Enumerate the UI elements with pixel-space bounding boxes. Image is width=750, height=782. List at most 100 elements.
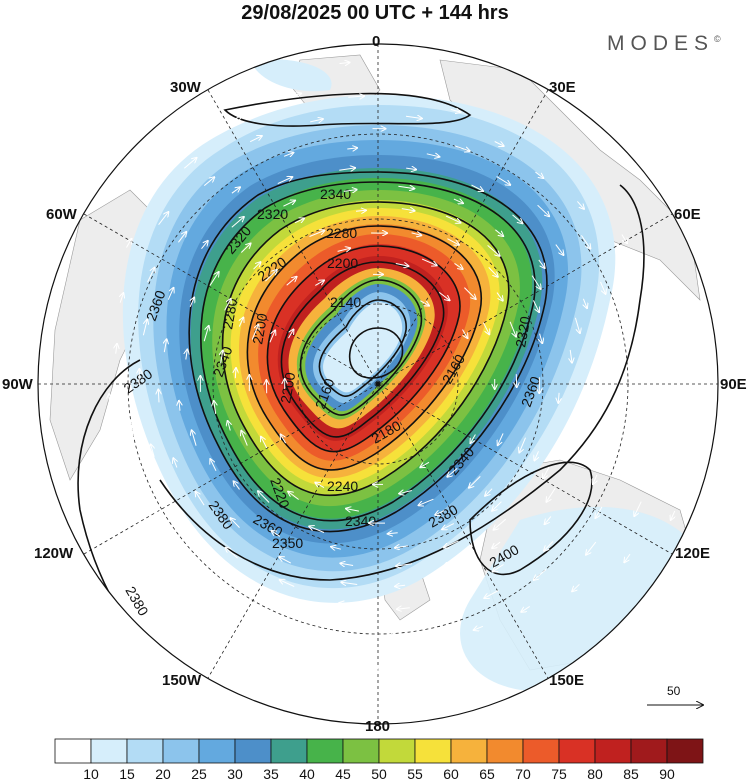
- wind-vector: [532, 300, 539, 312]
- wind-vector: [337, 248, 351, 251]
- lon-label-30w: 30W: [170, 79, 201, 96]
- wind-vector: [309, 526, 325, 533]
- wind-vector: [543, 466, 550, 479]
- wind-vector: [214, 401, 216, 414]
- colorbar-swatch: [378, 738, 416, 764]
- wind-vector: [580, 235, 590, 248]
- colorbar-tick-label: 90: [659, 766, 675, 782]
- wind-vector: [484, 590, 499, 599]
- wind-vector: [294, 218, 304, 222]
- wind-vector: [545, 516, 552, 524]
- wind-vector: [231, 187, 240, 194]
- contour-label: 2280: [326, 225, 357, 241]
- wind-vector: [537, 204, 550, 216]
- colorbar-swatch: [630, 738, 668, 764]
- wind-vector: [318, 684, 328, 686]
- wind-vector: [474, 626, 484, 630]
- wind-vector: [492, 501, 502, 511]
- wind-vector: [388, 533, 398, 534]
- wind-vector: [540, 333, 543, 344]
- wind-vector: [577, 201, 584, 209]
- wind-vector: [272, 531, 281, 537]
- wind-vector: [534, 569, 547, 580]
- wind-vector: [164, 339, 166, 353]
- wind-vector: [494, 141, 504, 147]
- contour-label: 2320: [512, 315, 533, 349]
- wind-vector: [671, 510, 675, 520]
- wind-vector: [662, 324, 665, 340]
- contour-label: 2240: [327, 478, 358, 494]
- wind-vector: [637, 332, 639, 346]
- wind-vector: [679, 384, 680, 401]
- wind-vector: [600, 281, 606, 294]
- wind-vector: [177, 232, 186, 243]
- wind-vector: [395, 546, 408, 548]
- wind-vector: [464, 287, 475, 299]
- wind-vector: [109, 394, 110, 405]
- wind-vector: [249, 136, 262, 143]
- wind-vector: [226, 548, 238, 559]
- colorbar-tick-label: 75: [551, 766, 567, 782]
- wind-vector: [231, 518, 240, 528]
- wind-vector: [616, 352, 617, 363]
- wind-vector: [253, 262, 261, 270]
- wind-vector: [239, 318, 243, 327]
- wind-vector: [141, 182, 149, 190]
- wind-vector: [470, 434, 476, 444]
- wind-vector: [231, 217, 244, 228]
- wind-vector: [444, 540, 459, 548]
- polar-map: 2340 2320 2280 2320 2200 2220 2200 2140 …: [37, 43, 719, 725]
- wind-vector: [426, 154, 440, 157]
- colorbar-swatch: [594, 738, 632, 764]
- wind-vector: [277, 177, 293, 185]
- colorbar-swatch: [450, 738, 488, 764]
- wind-vector: [170, 128, 179, 135]
- colorbar-tick-label: 30: [227, 766, 243, 782]
- wind-vector: [421, 258, 437, 265]
- wind-vector: [147, 268, 155, 283]
- wind-vector: [183, 158, 196, 169]
- brand-text: MODES: [607, 32, 715, 55]
- wind-vector: [342, 626, 356, 628]
- lon-label-120w: 120W: [34, 545, 74, 562]
- wind-vector: [398, 186, 414, 188]
- wind-vector: [283, 153, 293, 157]
- colorbar-tick-label: 55: [407, 766, 423, 782]
- wind-vector: [343, 190, 357, 192]
- wind-vector: [315, 483, 325, 489]
- wind-vector: [286, 277, 297, 286]
- wind-vector: [347, 148, 357, 149]
- colorbar-tick-label: 10: [83, 766, 99, 782]
- wind-vector: [454, 262, 463, 269]
- wind-vector: [544, 541, 554, 550]
- wind-vector: [309, 231, 325, 237]
- wind-vector: [635, 456, 639, 468]
- colorbar-swatch: [414, 738, 452, 764]
- colorbar-tick-label: 60: [443, 766, 459, 782]
- wind-vector: [420, 461, 430, 467]
- wind-vector: [495, 229, 503, 236]
- wind-vector: [273, 654, 289, 661]
- wind-vector: [411, 233, 422, 235]
- colorbar-tick-label: 20: [155, 766, 171, 782]
- wind-vector: [176, 564, 186, 575]
- brand-mark: ©: [714, 34, 721, 44]
- wind-vector: [114, 570, 121, 578]
- colorbar-tick-label: 80: [587, 766, 603, 782]
- wind-vector: [315, 280, 324, 286]
- wind-vector: [546, 488, 556, 501]
- wind-vector: [634, 501, 642, 516]
- wind-vector: [445, 215, 461, 223]
- wind-vector: [201, 241, 208, 250]
- wind-vector: [488, 267, 498, 276]
- wind-vector: [512, 214, 523, 223]
- wind-vector: [288, 330, 294, 339]
- colorbar-tick-label: 85: [623, 766, 639, 782]
- wind-vector: [348, 96, 364, 97]
- wind-vector: [453, 199, 463, 203]
- wind-vector: [509, 321, 516, 337]
- wind-vector: [340, 563, 354, 565]
- wind-vector: [487, 245, 500, 256]
- wind-vector: [494, 518, 507, 529]
- wind-vector: [469, 476, 481, 487]
